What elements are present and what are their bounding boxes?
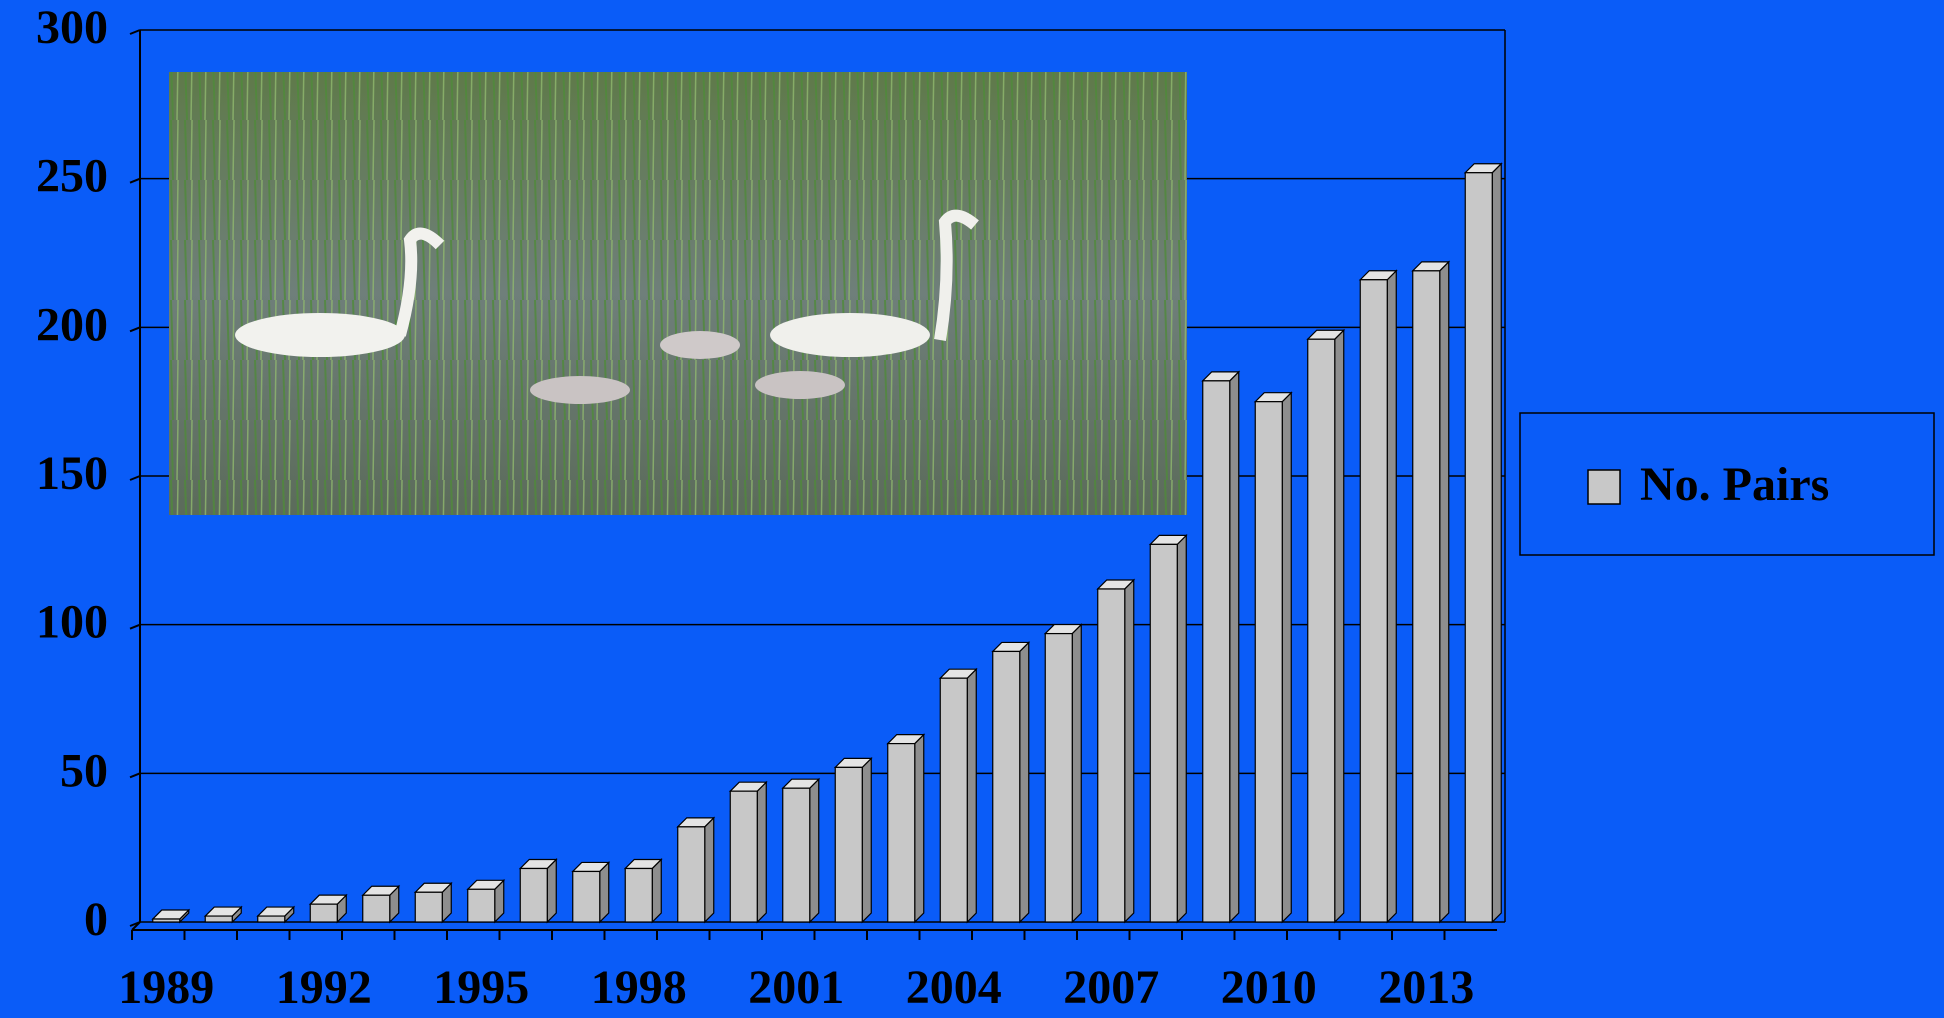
bar [1255,402,1282,922]
bar [835,767,862,922]
bar [1098,589,1125,922]
bar [678,827,705,922]
bar [1413,271,1440,922]
legend-swatch [1588,470,1620,504]
cygnet [660,331,740,359]
x-tick-label: 1998 [591,961,687,1014]
bar-side [1072,625,1081,922]
bar-side [652,859,661,922]
y-tick [130,327,140,331]
bar [468,889,495,922]
x-tick-label: 2007 [1063,961,1159,1014]
bar [1150,544,1177,922]
bar-side [1335,330,1344,922]
bar [1360,280,1387,922]
bar-side [810,779,819,922]
cygnet [755,371,845,399]
bar-side [1020,642,1029,922]
chart: No. Pairs 0 50 100 150 200 250 300 1989 1992 1995… [0,0,1944,1018]
y-tick [130,625,140,629]
y-tick [130,476,140,480]
bar-side [1177,535,1186,922]
cygnet [530,376,630,404]
bar-side [1492,164,1501,922]
bar-side [862,758,871,922]
y-tick [130,179,140,183]
bar-side [757,782,766,922]
bar [415,892,442,922]
x-tick-label: 2004 [906,961,1002,1014]
x-tick-label: 2010 [1221,961,1317,1014]
y-tick [130,773,140,777]
bar [1203,381,1230,922]
bar-side [600,862,609,922]
bar [363,895,390,922]
y-tick-label: 200 [36,298,108,351]
bar-side [705,818,714,922]
bar-side [1125,580,1134,922]
y-tick-label: 50 [60,744,108,797]
y-tick-label: 100 [36,596,108,649]
x-tick-label: 1992 [276,961,372,1014]
swan [235,313,405,357]
x-tick-label: 1995 [433,961,529,1014]
bar-side [1440,262,1449,922]
bar-side [1230,372,1239,922]
bar [573,871,600,922]
bar-side [967,669,976,922]
bar [153,919,180,922]
bar-side [1387,271,1396,922]
bar [1465,173,1492,922]
bar [783,788,810,922]
y-tick [130,30,140,34]
bar [940,678,967,922]
bar [888,744,915,922]
y-tick-label: 0 [84,893,108,946]
bar [205,916,232,922]
bar [730,791,757,922]
bar-side [547,859,556,922]
bar [1308,339,1335,922]
bar [310,904,337,922]
bar [520,868,547,922]
y-tick-label: 250 [36,150,108,203]
bar [258,916,285,922]
photo-reeds [169,72,1187,515]
bar [993,651,1020,922]
page: {"chart_data": {"type": "bar3d", "catego… [0,0,1944,1018]
x-tick-label: 2001 [748,961,844,1014]
legend: No. Pairs [1588,458,1829,511]
bar-side [915,735,924,922]
y-tick-label: 150 [36,447,108,500]
swan-photo [169,72,1187,515]
bar [1045,634,1072,922]
bar-side [1282,393,1291,922]
y-tick-label: 300 [36,1,108,54]
legend-label: No. Pairs [1640,458,1829,511]
x-tick-label: 1989 [118,961,214,1014]
bar [625,868,652,922]
swan [770,313,930,357]
x-tick-label: 2013 [1378,961,1474,1014]
